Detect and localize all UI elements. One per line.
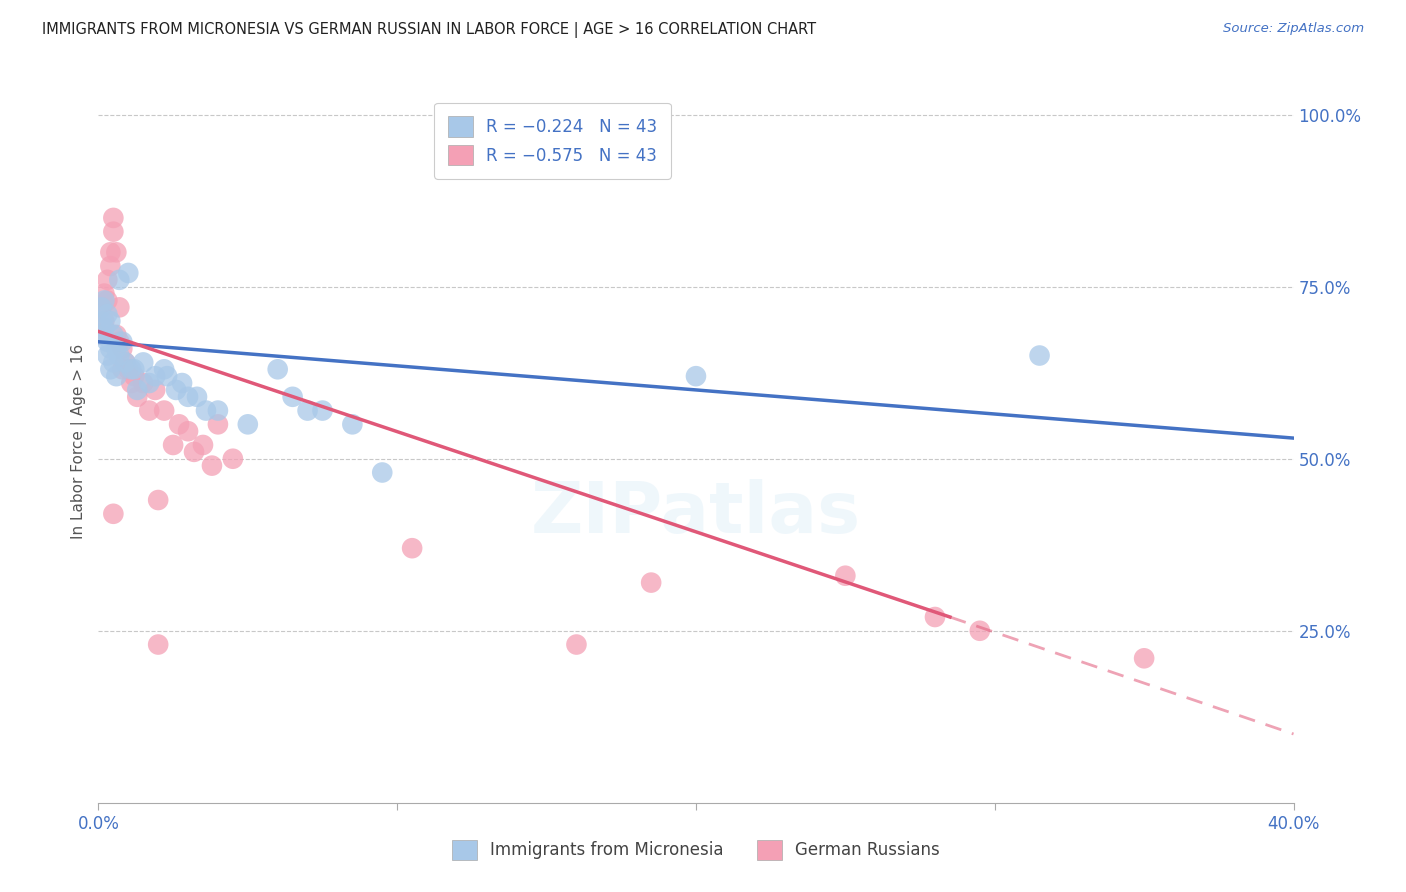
Point <box>108 334 131 349</box>
Point <box>195 403 218 417</box>
Legend: Immigrants from Micronesia, German Russians: Immigrants from Micronesia, German Russi… <box>446 833 946 867</box>
Point <box>98 245 122 260</box>
Point <box>207 403 229 417</box>
Point <box>90 327 112 342</box>
Point <box>117 362 139 376</box>
Point <box>96 293 118 308</box>
Point <box>924 610 946 624</box>
Point <box>565 638 588 652</box>
Text: IMMIGRANTS FROM MICRONESIA VS GERMAN RUSSIAN IN LABOR FORCE | AGE > 16 CORRELATI: IMMIGRANTS FROM MICRONESIA VS GERMAN RUS… <box>42 22 817 38</box>
Point <box>685 369 707 384</box>
Y-axis label: In Labor Force | Age > 16: In Labor Force | Age > 16 <box>72 344 87 539</box>
Point <box>153 403 176 417</box>
Text: ZIPatlas: ZIPatlas <box>531 479 860 549</box>
Point <box>1028 349 1050 363</box>
Point <box>138 403 160 417</box>
Point <box>311 403 333 417</box>
Point <box>148 493 170 508</box>
Point <box>342 417 364 432</box>
Point <box>640 575 662 590</box>
Point <box>191 438 214 452</box>
Point <box>281 390 304 404</box>
Point <box>132 376 155 390</box>
Point <box>183 445 205 459</box>
Point <box>105 245 128 260</box>
Point <box>90 301 112 315</box>
Point <box>143 383 166 397</box>
Text: Source: ZipAtlas.com: Source: ZipAtlas.com <box>1223 22 1364 36</box>
Point <box>105 342 128 356</box>
Point <box>103 225 125 239</box>
Point <box>103 507 125 521</box>
Point <box>401 541 423 556</box>
Point <box>165 383 187 397</box>
Point <box>148 638 170 652</box>
Point <box>103 211 125 225</box>
Point <box>114 355 136 369</box>
Point <box>93 314 115 328</box>
Point <box>222 451 245 466</box>
Point <box>103 327 125 342</box>
Point <box>1133 651 1156 665</box>
Point <box>105 369 128 384</box>
Point <box>96 349 118 363</box>
Point <box>105 327 128 342</box>
Point <box>103 355 125 369</box>
Point <box>120 362 142 376</box>
Point <box>96 334 118 349</box>
Point <box>138 376 160 390</box>
Point <box>96 307 118 321</box>
Point <box>111 362 134 376</box>
Point <box>186 390 208 404</box>
Point <box>201 458 224 473</box>
Point <box>124 362 146 376</box>
Point <box>98 342 122 356</box>
Point <box>124 369 146 384</box>
Point <box>207 417 229 432</box>
Point <box>177 390 200 404</box>
Point <box>108 273 131 287</box>
Point <box>127 390 149 404</box>
Point <box>297 403 319 417</box>
Point <box>172 376 194 390</box>
Point <box>90 327 112 342</box>
Point <box>834 568 856 582</box>
Point <box>90 314 112 328</box>
Point <box>153 362 176 376</box>
Point <box>969 624 991 638</box>
Point <box>111 334 134 349</box>
Point <box>90 301 112 315</box>
Point <box>108 301 131 315</box>
Point <box>120 376 142 390</box>
Point <box>96 273 118 287</box>
Point <box>93 286 115 301</box>
Point <box>236 417 259 432</box>
Point <box>156 369 179 384</box>
Point <box>98 362 122 376</box>
Point <box>114 355 136 369</box>
Point <box>93 321 115 335</box>
Point <box>98 314 122 328</box>
Point <box>98 259 122 273</box>
Point <box>371 466 394 480</box>
Point <box>108 349 131 363</box>
Point <box>162 438 184 452</box>
Point <box>111 342 134 356</box>
Point <box>177 424 200 438</box>
Point <box>167 417 190 432</box>
Point <box>267 362 290 376</box>
Point <box>143 369 166 384</box>
Point <box>132 355 155 369</box>
Point <box>127 383 149 397</box>
Point <box>93 293 115 308</box>
Point <box>117 266 139 280</box>
